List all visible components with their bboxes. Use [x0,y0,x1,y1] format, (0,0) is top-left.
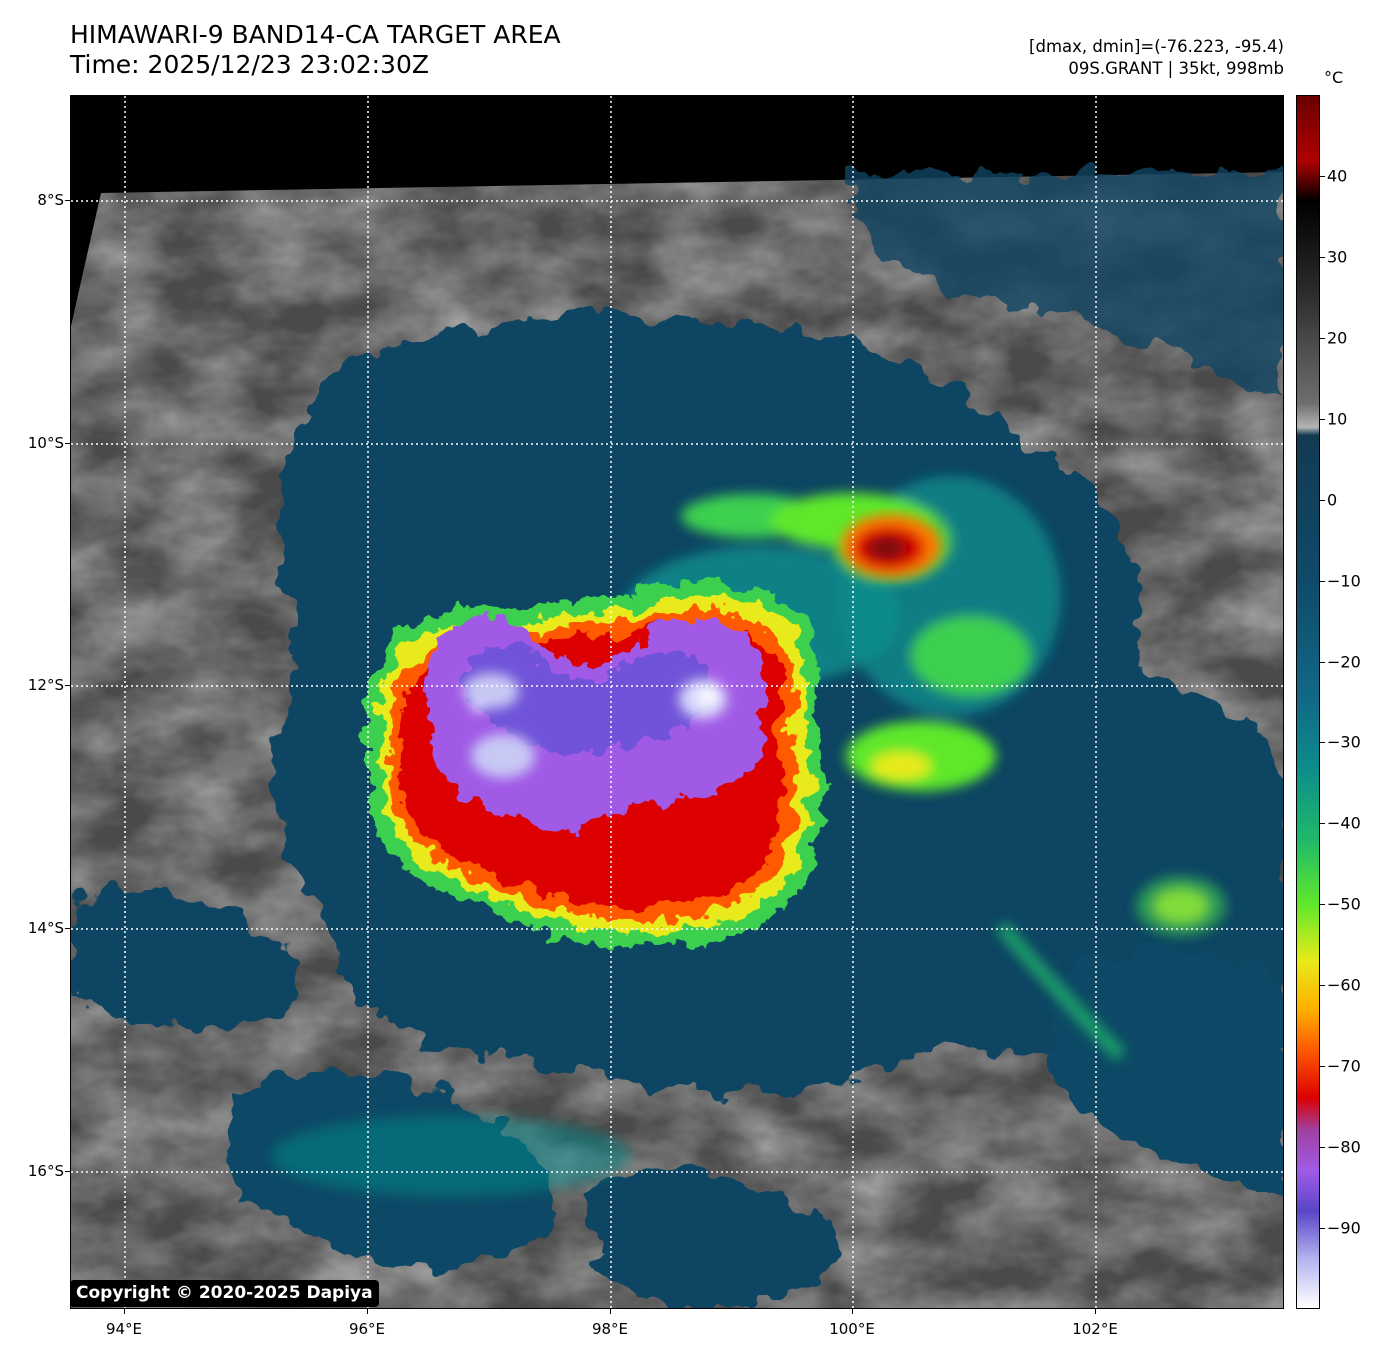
copyright-badge: Copyright © 2020-2025 Dapiya [70,1280,379,1307]
lat-label-10s: 10°S [27,434,64,452]
storm-label: 09S.GRANT | 35kt, 998mb [1068,59,1284,78]
colorbar-tick-label: −70 [1327,1056,1361,1076]
colorbar-tick [1320,1228,1325,1230]
colorbar-tick [1320,1066,1325,1068]
colorbar-tick [1320,256,1325,258]
lon-label-98e: 98°E [591,1320,629,1338]
colorbar-tick-label: −30 [1327,732,1361,752]
lon-tick-102e [1095,1309,1096,1314]
colorbar-tick-label: 30 [1327,247,1348,267]
lon-tick-100e [852,1309,853,1314]
colorbar-tick [1320,742,1325,744]
lat-label-12s: 12°S [27,676,64,694]
colorbar-tick [1320,337,1325,339]
lon-tick-98e [610,1309,611,1314]
lon-tick-94e [124,1309,125,1314]
satellite-image [71,96,1283,1308]
lon-label-102e: 102°E [1072,1320,1118,1338]
title-line-1: HIMAWARI-9 BAND14-CA TARGET AREA [70,20,561,49]
lat-label-16s: 16°S [27,1162,64,1180]
colorbar-tick [1320,823,1325,825]
colorbar-tick-label: −50 [1327,894,1361,914]
lat-tick-14s [65,928,70,929]
colorbar-tick-label: −10 [1327,571,1361,591]
colorbar-tick-label: −20 [1327,652,1361,672]
lon-label-96e: 96°E [348,1320,386,1338]
colorbar-tick [1320,661,1325,663]
lat-label-14s: 14°S [27,919,64,937]
colorbar-tick [1320,418,1325,420]
colorbar-tick-label: 10 [1327,409,1348,429]
title-line-2-time: Time: 2025/12/23 23:02:30Z [70,50,429,79]
colorbar-tick [1320,499,1325,501]
colorbar-tick [1320,175,1325,177]
satellite-map[interactable] [70,95,1284,1309]
colorbar-tick [1320,985,1325,987]
colorbar-tick-label: −80 [1327,1137,1361,1157]
chart-title: HIMAWARI-9 BAND14-CA TARGET AREA Time: 2… [70,20,561,80]
lat-tick-10s [65,443,70,444]
lon-label-100e: 100°E [829,1320,875,1338]
colorbar-unit: °C [1324,68,1344,87]
colorbar [1296,95,1320,1309]
colorbar-tick-label: 0 [1327,490,1338,510]
cold-cloud-tops [463,673,727,778]
colorbar-tick-label: −40 [1327,813,1361,833]
lon-label-94e: 94°E [105,1320,143,1338]
lon-tick-96e [367,1309,368,1314]
colorbar-tick [1320,1147,1325,1149]
colorbar-tick-label: 20 [1327,328,1348,348]
colorbar-tick [1320,580,1325,582]
lat-tick-16s [65,1171,70,1172]
gridlines [71,96,1283,1308]
colorbar-tick-label: 40 [1327,166,1348,186]
lat-label-8s: 8°S [37,191,64,209]
colorbar-tick-label: −60 [1327,975,1361,995]
lat-tick-12s [65,685,70,686]
storm-info: [dmax, dmin]=(-76.223, -95.4) 09S.GRANT … [1029,36,1284,80]
northeast-cell [841,514,941,578]
dmax-dmin-label: [dmax, dmin]=(-76.223, -95.4) [1029,37,1284,56]
colorbar-tick [1320,904,1325,906]
lat-tick-8s [65,200,70,201]
colorbar-tick-label: −90 [1327,1218,1361,1238]
